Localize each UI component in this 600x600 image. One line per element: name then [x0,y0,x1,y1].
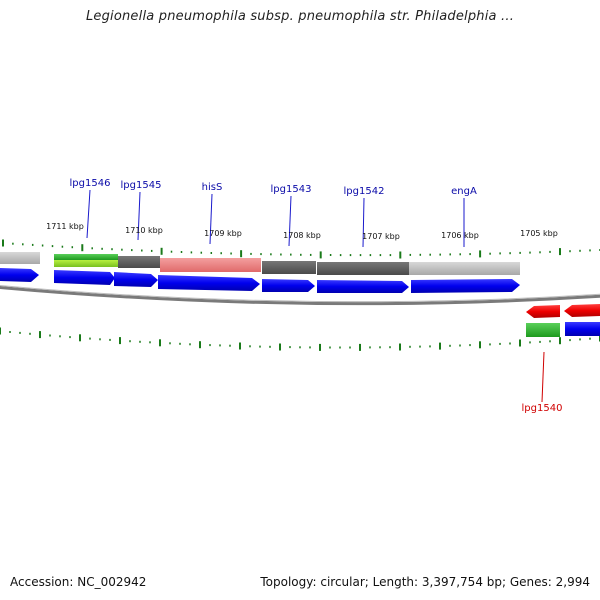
map-title: Legionella pneumophila subsp. pneumophil… [85,9,515,24]
gene-label-lpg1545[interactable]: lpg1545 [121,180,162,191]
feature-lime-bottom [54,260,118,267]
feature-left-edge [0,252,40,264]
kbp-label-1707: 1707 kbp [362,232,400,241]
genome-backbone-highlight [0,284,600,303]
gene-blue-reverse-edge [565,322,600,336]
feature-dark-segment-3 [317,262,409,275]
feature-dark-segment [118,256,160,268]
gene-arrow-lpg1543[interactable] [262,279,315,292]
gene-label-lpg1542[interactable]: lpg1542 [344,186,385,197]
feature-light-segment [409,262,520,275]
leader-lpg1545 [137,191,141,241]
gene-label-lpg1546[interactable]: lpg1546 [70,178,111,189]
kbp-labels: 1711 kbp 1710 kbp 1709 kbp 1708 kbp 1707… [46,222,558,241]
feature-pink-segment [160,258,261,272]
gene-label-lpg1540[interactable]: lpg1540 [522,403,563,414]
leader-lpg1542 [362,197,365,248]
bottom-tick-row [0,327,600,351]
genome-backbone [0,285,600,306]
gene-arrow-left-edge [0,268,39,282]
gene-labels: lpg1546 lpg1545 hisS lpg1543 lpg1542 eng… [70,178,563,414]
gene-arrow-engA[interactable] [411,279,520,293]
kbp-label-1710: 1710 kbp [125,226,163,235]
gene-label-engA[interactable]: engA [451,186,477,197]
gene-leader-lines [86,189,545,403]
gene-arrow-hisS[interactable] [158,275,260,291]
gene-arrow-lpg1545[interactable] [114,272,158,287]
genome-summary-text: Topology: circular; Length: 3,397,754 bp… [260,575,590,589]
leader-lpg1546 [86,189,91,239]
kbp-label-1711: 1711 kbp [46,222,84,231]
feature-track [0,252,520,275]
forward-gene-track [0,268,520,293]
kbp-label-1705: 1705 kbp [520,229,558,238]
feature-green-reverse [526,323,560,337]
feature-green-top [54,254,118,260]
kbp-label-1708: 1708 kbp [283,231,321,240]
kbp-label-1709: 1709 kbp [204,229,242,238]
gene-label-lpg1543[interactable]: lpg1543 [271,184,312,195]
reverse-gene-track [526,304,600,337]
gene-arrow-lpg1540[interactable] [526,305,560,318]
gene-label-hisS[interactable]: hisS [202,182,223,193]
leader-lpg1543 [288,195,292,247]
feature-dark-segment-2 [262,261,316,274]
accession-text: Accession: NC_002942 [10,575,147,589]
kbp-label-1706: 1706 kbp [441,231,479,240]
gene-arrow-lpg1546[interactable] [54,270,115,285]
leader-lpg1540 [541,351,545,403]
top-tick-row [2,239,600,259]
gene-arrow-lpg1542[interactable] [317,280,409,293]
leader-hisS [209,193,213,245]
gene-arrow-reverse-right-edge [564,304,600,317]
